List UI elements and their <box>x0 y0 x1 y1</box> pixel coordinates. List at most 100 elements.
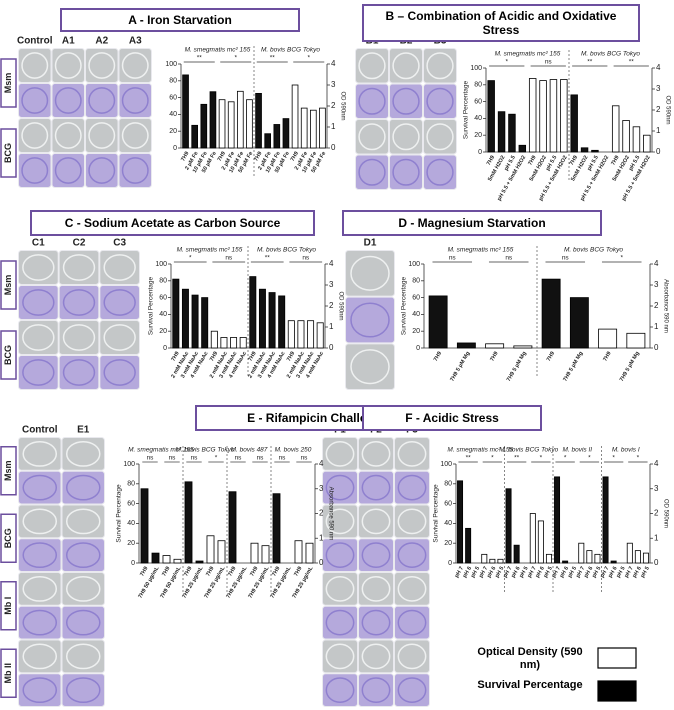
photo-row-label: Msm <box>3 275 13 296</box>
x-tick-label: pH 5 <box>470 566 481 579</box>
x-tick-label: 7H9 <box>249 566 259 578</box>
y-tick-label: 80 <box>159 278 167 285</box>
well-photo <box>61 470 105 505</box>
x-tick-label: 7H9 <box>139 566 149 578</box>
well-photo <box>394 504 430 539</box>
well-photo <box>58 320 100 355</box>
bar <box>181 288 189 349</box>
group-label: M. bovis 487 <box>231 447 268 454</box>
x-tick-label: pH 7 <box>575 566 586 579</box>
group-label: M. bovis BCG Tokyo <box>564 247 623 254</box>
row-label-box <box>0 446 17 496</box>
bar <box>518 144 527 153</box>
well-photo <box>389 83 423 119</box>
bar <box>602 476 609 564</box>
bar <box>481 553 488 564</box>
y2-axis-label: Absorbance 590 nm <box>662 279 668 333</box>
y2-tick-label: 3 <box>656 84 661 93</box>
significance-label: ** <box>265 255 271 262</box>
bar <box>201 297 209 349</box>
y2-tick-label: 0 <box>319 558 324 567</box>
row-label-box <box>0 581 17 631</box>
photo-column-label: D1 <box>364 238 377 249</box>
bar <box>218 99 226 149</box>
well-rim <box>361 609 391 636</box>
well-photo <box>85 118 119 153</box>
x-tick-label: 7H9 <box>209 351 219 363</box>
bar <box>182 74 189 149</box>
y-tick-label: 20 <box>127 540 135 547</box>
y2-axis-label: OD 590nm <box>339 91 345 120</box>
y-axis-label: Survival Percentage <box>401 277 408 336</box>
well-photo <box>322 673 358 707</box>
well-rim <box>325 542 355 569</box>
well-photo <box>58 250 100 285</box>
bar <box>239 337 247 349</box>
well-photo <box>18 320 59 355</box>
x-tick-label: 7H9 <box>205 566 215 578</box>
x-tick-label: pH 6 <box>607 566 618 579</box>
x-tick-label: pH 7 <box>478 566 489 579</box>
x-tick-label: 7H9 <box>180 151 190 163</box>
group-label: M. bovis I <box>612 447 640 454</box>
well-photo <box>423 119 457 155</box>
bar <box>642 552 649 564</box>
well-rim <box>361 508 391 535</box>
well-photo <box>394 673 430 707</box>
well-rim <box>22 254 55 281</box>
y-tick-label: 60 <box>127 500 135 507</box>
photo-column-label: A1 <box>62 36 75 47</box>
bar <box>250 542 259 564</box>
well-rim <box>426 158 454 186</box>
photo-column-label: C2 <box>73 238 86 249</box>
well-photo <box>61 639 105 674</box>
well-photo <box>394 605 430 640</box>
well-rim <box>22 643 58 670</box>
y-tick-label: 100 <box>123 461 135 468</box>
well-rim <box>88 52 116 79</box>
y-tick-label: 80 <box>474 82 482 89</box>
y-tick-label: 60 <box>159 294 167 301</box>
well-rim <box>22 324 55 351</box>
y-axis-label: Survival Percentage <box>463 81 470 140</box>
well-rim <box>21 52 49 79</box>
photo-row-label: Msm <box>3 73 13 94</box>
x-tick-label: pH 5 <box>494 566 505 579</box>
well-rim <box>65 440 101 467</box>
well-photo <box>322 605 358 640</box>
well-rim <box>392 158 420 186</box>
well-rim <box>22 508 58 535</box>
row-label-box <box>0 330 17 380</box>
well-rim <box>350 349 390 385</box>
significance-label: ** <box>466 455 472 462</box>
bar <box>249 276 257 349</box>
well-photo <box>322 470 358 505</box>
significance-label: ns <box>257 455 265 462</box>
legend-swatch <box>597 680 637 702</box>
bar <box>261 545 270 564</box>
significance-label: ns <box>562 255 570 262</box>
group-label: M. bovis 250 <box>275 447 312 454</box>
y-tick-label: 100 <box>165 61 177 68</box>
y-tick-label: 20 <box>159 328 167 335</box>
row-label-box <box>0 260 17 310</box>
photo-column-label: E1 <box>77 425 90 436</box>
well-rim <box>325 677 355 704</box>
x-tick-label: 7H9 <box>286 351 296 363</box>
y2-tick-label: 2 <box>329 301 334 310</box>
bar <box>541 278 561 349</box>
well-photo <box>355 119 389 155</box>
bar <box>191 124 199 149</box>
y2-tick-label: 3 <box>654 280 659 289</box>
well-rim <box>22 677 58 704</box>
well-photo <box>345 250 395 297</box>
bar <box>273 124 281 149</box>
well-photo <box>18 639 62 674</box>
well-photo <box>85 48 119 83</box>
y-tick-label: 40 <box>474 115 482 122</box>
y2-axis-label: OD 590nm <box>337 291 343 320</box>
photo-column-label: Control <box>22 425 58 436</box>
x-tick-label: pH 5 <box>591 566 602 579</box>
bar <box>206 535 215 564</box>
x-tick-label: 7H9 <box>569 155 579 167</box>
